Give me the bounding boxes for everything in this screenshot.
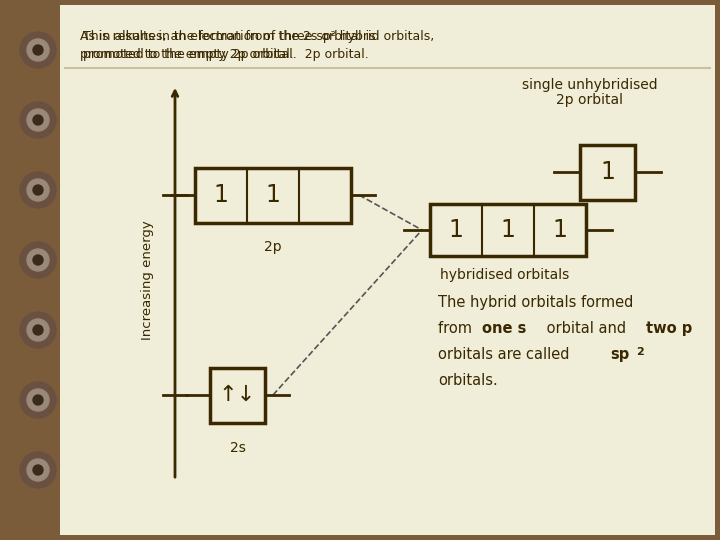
Circle shape — [20, 452, 56, 488]
Bar — [430, 204, 586, 256]
Circle shape — [20, 172, 56, 208]
Text: The hybrid orbitals formed: The hybrid orbitals formed — [438, 295, 634, 310]
Circle shape — [33, 255, 43, 265]
Text: 2p: 2p — [264, 240, 282, 254]
Circle shape — [27, 389, 49, 411]
Circle shape — [27, 459, 49, 481]
Text: orbitals are called: orbitals are called — [438, 347, 574, 362]
Text: 2: 2 — [636, 347, 644, 357]
Circle shape — [33, 395, 43, 405]
Text: from: from — [438, 321, 477, 336]
Text: orbitals.: orbitals. — [438, 373, 498, 388]
Text: 2s: 2s — [230, 441, 246, 455]
Text: 1: 1 — [552, 218, 567, 242]
Circle shape — [20, 312, 56, 348]
Circle shape — [20, 32, 56, 68]
Text: orbital and: orbital and — [542, 321, 631, 336]
Text: two p: two p — [646, 321, 692, 336]
Text: 1: 1 — [214, 183, 228, 207]
Text: Increasing energy: Increasing energy — [142, 220, 155, 340]
Text: 2p orbital: 2p orbital — [557, 93, 624, 107]
Bar — [195, 167, 351, 222]
Circle shape — [27, 109, 49, 131]
Text: This results in the formation of three sp² hybrid orbitals,: This results in the formation of three s… — [83, 30, 434, 43]
Text: sp: sp — [610, 347, 629, 362]
Circle shape — [27, 179, 49, 201]
Text: 1: 1 — [500, 218, 516, 242]
Text: As in alkanes, an electron from the 2s orbital is: As in alkanes, an electron from the 2s o… — [80, 30, 376, 43]
Text: promoted to the empty 2p orbital.: promoted to the empty 2p orbital. — [80, 48, 294, 61]
Circle shape — [27, 319, 49, 341]
Text: single unhybridised: single unhybridised — [522, 78, 658, 92]
Circle shape — [33, 185, 43, 195]
Circle shape — [20, 102, 56, 138]
Text: 1: 1 — [449, 218, 464, 242]
Text: promoted to the empty 2p orbital.  2p orbital.: promoted to the empty 2p orbital. 2p orb… — [83, 48, 369, 61]
Bar — [210, 368, 265, 422]
Circle shape — [33, 325, 43, 335]
Circle shape — [27, 39, 49, 61]
Circle shape — [33, 45, 43, 55]
Text: hybridised orbitals: hybridised orbitals — [440, 268, 570, 282]
Circle shape — [20, 242, 56, 278]
Circle shape — [27, 249, 49, 271]
Circle shape — [20, 382, 56, 418]
Text: ↑↓: ↑↓ — [219, 385, 256, 405]
Circle shape — [33, 115, 43, 125]
Text: one s: one s — [482, 321, 526, 336]
Text: 1: 1 — [600, 160, 615, 184]
Bar — [580, 145, 635, 199]
Circle shape — [33, 465, 43, 475]
Text: 1: 1 — [266, 183, 280, 207]
